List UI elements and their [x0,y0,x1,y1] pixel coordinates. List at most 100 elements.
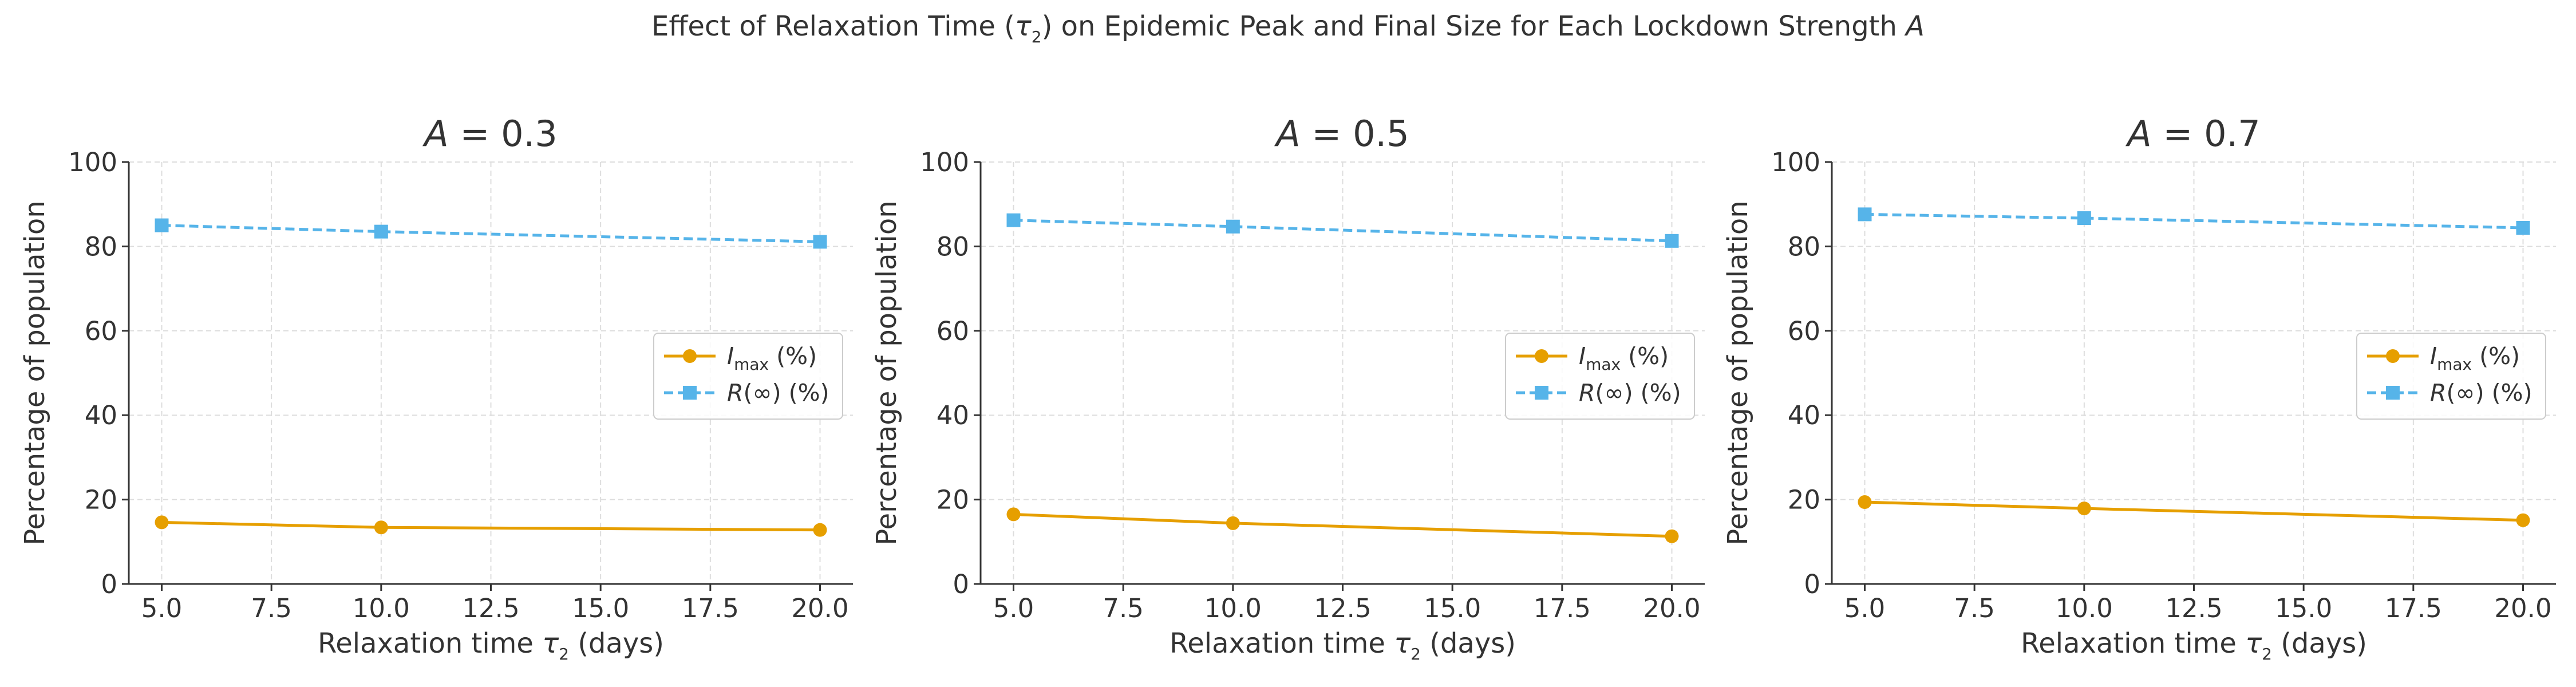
panel-title-value: = 0.3 [449,113,558,155]
y-tick-label: 0 [1804,569,1820,599]
legend-label-var: I [2430,342,2437,370]
x-axis-label-text-rest: (days) [2272,627,2367,660]
legend-label-var: R [727,379,744,406]
x-tick-label: 5.0 [1844,593,1886,623]
panel-title: A = 0.5 [1274,113,1409,155]
data-point-circle [374,520,388,535]
series-line-2 [1864,212,2523,230]
panel-title-var: A [2125,113,2151,155]
chart-panels: 5.0 7.5 10.0 12.5 15.0 17.5 20.0020406080100A … [19,113,2556,664]
x-tick-label: 10.0 [353,593,410,623]
x-axis-label-text: Relaxation time [318,627,542,660]
legend-label-rest: (%) [2472,342,2520,370]
y-tick-label: 60 [937,316,969,346]
legend-label-rest: (∞) (%) [1595,379,1681,406]
legend-marker-square [2386,386,2400,400]
x-tick-label: 5.0 [141,593,183,623]
y-axis-label: Percentage of population [19,200,51,545]
panel-title-value: = 0.7 [2152,113,2261,155]
panel-title-value: = 0.5 [1301,113,1409,155]
legend-label-subscript: max [2437,355,2472,374]
x-axis-label-text-rest: (days) [1421,627,1516,660]
legend-label-var: R [1579,379,1595,406]
panel-title-var: A [1274,113,1300,155]
data-point-square [155,218,169,232]
x-tick-label: 12.5 [462,593,519,623]
legend-label: R(∞) (%) [2430,379,2532,406]
x-axis-label-subscript: 2 [559,645,569,664]
x-axis-label: Relaxation time τ2 (days) [318,627,664,664]
suptitle-tau-subscript: 2 [1032,27,1042,46]
legend-label-rest: (∞) (%) [2447,379,2532,406]
x-axis-label-tau: τ [2245,627,2262,660]
panel-title: A = 0.7 [2125,113,2260,155]
data-point-circle [813,523,827,537]
x-tick-label: 15.0 [572,593,629,623]
x-tick-label: 7.5 [251,593,292,623]
y-tick-label: 100 [68,147,117,177]
x-tick-label: 15.0 [2275,593,2332,623]
legend-label-subscript: max [734,355,769,374]
legend-label-subscript: max [1586,355,1621,374]
legend-label-rest: (%) [1621,342,1669,370]
series-line-2 [1013,219,1672,243]
data-point-square [374,224,388,239]
data-point-circle [1006,507,1021,522]
legend-label: Imax (%) [1579,342,1669,374]
data-point-square [813,235,827,249]
legend-marker-square [683,386,697,400]
x-axis-label-tau: τ [542,627,559,660]
x-axis-label: Relaxation time τ2 (days) [2021,627,2367,664]
x-axis-label-tau: τ [1394,627,1411,660]
legend-label: Imax (%) [727,342,817,374]
data-point-circle [155,515,169,530]
y-axis-label: Percentage of population [871,200,903,545]
legend-label: R(∞) (%) [727,379,829,406]
data-point-circle [1226,516,1240,530]
y-tick-label: 80 [85,231,117,262]
legend-marker-circle [683,349,697,363]
x-tick-label: 10.0 [2056,593,2113,623]
y-tick-label: 100 [920,147,969,177]
y-tick-label: 80 [1788,231,1820,262]
data-point-square [2077,211,2091,226]
chart-panel-1: 5.0 7.5 10.0 12.5 15.0 17.5 20.0 0 20 40 60 80 100 A … [19,113,853,664]
x-axis-label-text-rest: (days) [569,627,664,660]
x-axis-label-text: Relaxation time [1170,627,1394,660]
x-axis-label-text: Relaxation time [2021,627,2245,660]
series-line-2 [161,224,820,243]
data-point-square [1226,219,1240,234]
x-tick-label: 17.5 [2385,593,2442,623]
y-tick-label: 60 [85,316,117,346]
legend-marker-square [1535,386,1548,400]
x-tick-label: 5.0 [993,593,1034,623]
x-tick-label: 15.0 [1424,593,1481,623]
legend-marker-circle [1535,349,1548,363]
data-point-square [1665,234,1679,248]
x-tick-label: 20.0 [2494,593,2551,623]
legend-label-rest: (∞) (%) [744,379,829,406]
figure-suptitle: Effect of Relaxation Time (τ2) on Epidem… [651,10,1925,46]
x-tick-label: 7.5 [1103,593,1144,623]
legend-label-var: I [1579,342,1586,370]
x-tick-label: 17.5 [682,593,739,623]
data-point-circle [1858,495,1872,510]
x-tick-label: 17.5 [1534,593,1591,623]
chart-panel-2: 5.0 7.5 10.0 12.5 15.0 17.5 20.0 0 20 40 60 80 100 A … [871,113,1705,664]
y-tick-label: 20 [937,485,969,515]
legend-label: Imax (%) [2430,342,2520,374]
x-tick-label: 12.5 [1314,593,1371,623]
data-point-circle [1665,529,1679,543]
y-tick-label: 20 [85,485,117,515]
panel-title: A = 0.3 [422,113,557,155]
x-tick-label: 20.0 [1643,593,1700,623]
data-point-circle [2077,502,2091,516]
data-point-square [1006,213,1021,227]
chart-panel-3: 5.0 7.5 10.0 12.5 15.0 17.5 20.0 0 20 40 60 80 100 A … [1722,113,2556,664]
suptitle-post: ) on Epidemic Peak and Final Size for Ea… [1042,10,1906,42]
y-tick-label: 80 [937,231,969,262]
data-point-square [1858,207,1872,222]
y-tick-label: 0 [101,569,117,599]
legend-label: R(∞) (%) [1579,379,1681,406]
